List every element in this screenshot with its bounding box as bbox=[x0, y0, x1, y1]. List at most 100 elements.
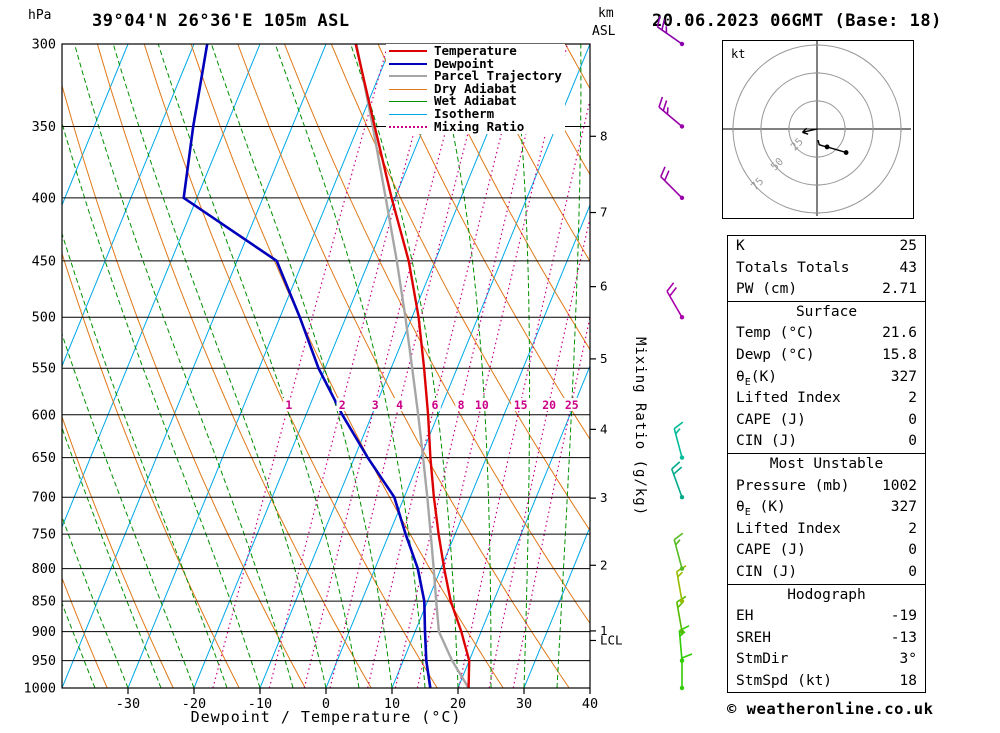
info-row-label: CAPE (J) bbox=[736, 411, 806, 428]
temp-tick-label: -20 bbox=[182, 696, 206, 712]
info-row-label: StmDir bbox=[736, 651, 789, 668]
mixing-ratio-line bbox=[488, 215, 590, 688]
info-row: StmSpd (kt) 18 bbox=[728, 671, 925, 693]
temp-tick-label: -10 bbox=[248, 696, 272, 712]
info-row: StmDir 3° bbox=[728, 649, 925, 671]
km-tick-label: 7 bbox=[600, 205, 608, 220]
temperature-curve bbox=[354, 44, 471, 688]
info-row: Dewp (°C) 15.8 bbox=[728, 345, 925, 367]
info-row-value: 2 bbox=[908, 520, 917, 537]
isotherm-line bbox=[259, 44, 525, 688]
mixing-ratio-line bbox=[303, 44, 470, 688]
skewt-background bbox=[62, 44, 720, 688]
legend-line-sample bbox=[389, 50, 427, 53]
info-row: Lifted Index 2 bbox=[728, 519, 925, 541]
info-row-value: 1002 bbox=[882, 477, 917, 494]
hodograph-ring-label: 50 bbox=[769, 156, 786, 173]
hodograph-axes bbox=[723, 41, 911, 216]
info-row-label: CIN (J) bbox=[736, 433, 798, 450]
pressure-tick-label: 750 bbox=[32, 527, 56, 543]
mixing-ratio-label: 20 bbox=[542, 398, 556, 412]
wet-adiabat-line bbox=[62, 426, 162, 688]
info-row-label: θE(K) bbox=[736, 368, 777, 388]
pressure-tick-label: 300 bbox=[32, 37, 56, 53]
info-row-label: Totals Totals bbox=[736, 259, 850, 276]
km-tick-label: 3 bbox=[600, 490, 608, 505]
mixing-ratio-label-bg bbox=[369, 398, 382, 411]
info-row: Pressure (mb) 1002 bbox=[728, 476, 925, 498]
info-row-label: StmSpd (kt) bbox=[736, 672, 833, 689]
hodograph-panel: 25 50 75 kt bbox=[722, 40, 914, 219]
hodograph-axis-tick bbox=[760, 72, 820, 132]
info-row-value: 327 bbox=[890, 368, 917, 385]
legend-label: Dewpoint bbox=[434, 55, 495, 71]
info-row-value: 3° bbox=[899, 651, 917, 668]
dry-adiabat-line bbox=[62, 576, 108, 688]
info-section-header: Most Unstable bbox=[769, 455, 884, 472]
info-section-surface: Surface Temp (°C) 21.6 Dewp (°C) 15.8 θE(K) 32… bbox=[727, 300, 926, 454]
wet-adiabat-line bbox=[74, 44, 294, 688]
info-row: K 25 bbox=[728, 236, 925, 258]
mixing-ratio-label: 1 bbox=[285, 398, 292, 412]
legend-line-sample bbox=[389, 62, 427, 65]
mixing-ratio-label-bg bbox=[511, 398, 531, 411]
info-row-value: 43 bbox=[899, 259, 917, 276]
pressure-tick-label: 1000 bbox=[23, 681, 56, 697]
wind-barb bbox=[673, 421, 685, 460]
mixing-ratio-label-bg bbox=[393, 398, 406, 411]
station-title: 39°04'N 26°36'E 105m ASL bbox=[92, 11, 350, 31]
pressure-tick-label: 450 bbox=[32, 253, 56, 269]
info-row-label: θE (K) bbox=[736, 499, 786, 519]
legend-label: Dry Adiabat bbox=[434, 80, 517, 96]
wet-adiabat-line bbox=[62, 232, 228, 688]
km-tick-label: 8 bbox=[600, 128, 608, 143]
mixing-ratio-label: 3 bbox=[372, 398, 379, 412]
info-row: SREH -13 bbox=[728, 628, 925, 650]
info-row-value: 2 bbox=[908, 390, 917, 407]
isotherm-line bbox=[62, 44, 261, 529]
storm-motion-arrow bbox=[801, 127, 818, 135]
info-row-label: PW (cm) bbox=[736, 281, 798, 298]
wet-adiabat-line bbox=[62, 332, 195, 688]
legend-item-temperature: Temperature bbox=[389, 43, 562, 58]
info-row-value: -13 bbox=[890, 629, 917, 646]
legend-label: Parcel Trajectory bbox=[434, 68, 562, 84]
legend: Temperature Dewpoint Parcel Trajectory Dry … bbox=[386, 43, 565, 135]
mixing-ratio-label-bg bbox=[562, 398, 582, 411]
wet-adiabat-line bbox=[556, 44, 582, 688]
info-row-value: 0 bbox=[908, 411, 917, 428]
pressure-tick-label: 550 bbox=[32, 361, 56, 377]
wind-barb bbox=[673, 532, 685, 571]
info-section-header: Hodograph bbox=[787, 586, 866, 603]
legend-label: Temperature bbox=[434, 43, 517, 58]
isotherm-line bbox=[325, 44, 590, 688]
mixing-ratio-line bbox=[512, 314, 590, 688]
info-row: Totals Totals 43 bbox=[728, 258, 925, 280]
info-section-indices: K 25 Totals Totals 43 PW (cm) 2.71 bbox=[727, 235, 926, 302]
wet-adiabat-line bbox=[433, 44, 492, 688]
info-row: CIN (J) 0 bbox=[728, 562, 925, 584]
mixing-ratio-label-bg bbox=[472, 398, 492, 411]
altitude-unit-asl: ASL bbox=[592, 24, 616, 39]
dry-adiabat-line bbox=[706, 44, 720, 688]
info-row: Temp (°C) 21.6 bbox=[728, 323, 925, 345]
hodograph-ring bbox=[732, 44, 902, 214]
wet-adiabat-line bbox=[274, 44, 426, 688]
info-row: θE(K) 327 bbox=[728, 367, 925, 389]
legend-line-sample bbox=[389, 125, 427, 128]
mixing-ratio-label-bg bbox=[429, 398, 441, 411]
hodograph-axis-tick bbox=[814, 126, 874, 186]
hodograph-trace-dot bbox=[824, 144, 830, 150]
info-row-label: Dewp (°C) bbox=[736, 346, 815, 363]
mixing-ratio-label: 8 bbox=[458, 398, 465, 412]
dry-adiabat-line bbox=[190, 44, 504, 688]
info-row: CAPE (J) 0 bbox=[728, 410, 925, 432]
dry-adiabat-line bbox=[237, 44, 570, 688]
isotherm-line bbox=[127, 44, 393, 688]
info-row-value: 15.8 bbox=[882, 346, 917, 363]
wet-adiabat-line bbox=[62, 515, 129, 688]
info-row-label: Temp (°C) bbox=[736, 325, 815, 342]
wet-adiabat-line bbox=[350, 44, 459, 688]
right-axis-label: Mixing Ratio (g/kg) bbox=[632, 337, 648, 517]
wet-adiabat-line bbox=[157, 44, 360, 688]
